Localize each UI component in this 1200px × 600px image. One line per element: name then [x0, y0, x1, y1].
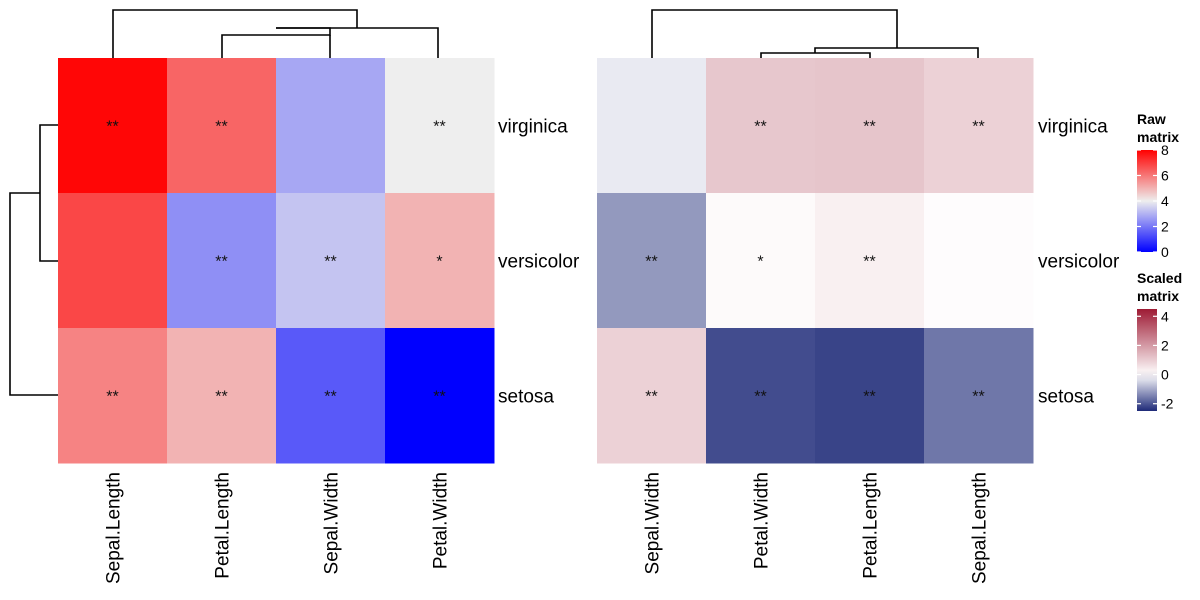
- heatmap-cell-virginica-Petal.Length: [815, 58, 925, 194]
- legend-tick-label: 6: [1161, 168, 1169, 184]
- scaled-heatmap-annotations: ** ** **** * **** ** ** **: [645, 119, 984, 406]
- legend-tick-label: 4: [1161, 193, 1169, 209]
- heatmap-cell-virginica-Sepal.Length: [58, 58, 168, 194]
- significance-label: **: [106, 119, 118, 136]
- legend-tick-label: 2: [1161, 219, 1169, 235]
- raw-heatmap: ** ** **** ** *** ** ** ** virginicaversicolors…: [9, 9, 580, 584]
- heatmap-cell-versicolor-Petal.Length: [815, 193, 925, 329]
- heatmap-cell-setosa-Petal.Width: [385, 328, 495, 464]
- significance-label: **: [106, 389, 118, 406]
- significance-label: **: [215, 389, 227, 406]
- scaled-heatmap-column-labels: Sepal.Width Petal.Width Petal.Length Sepal.…: [643, 472, 991, 584]
- scaled-col-dendro-low: [814, 47, 979, 58]
- heatmap-cell-virginica-Sepal.Width: [276, 58, 386, 194]
- legend-tick-label: 0: [1161, 367, 1169, 383]
- raw-matrix-legend: Raw matrix 8 6 4 2 0: [1137, 111, 1179, 260]
- scaled-matrix-legend: Scaled matrix 4 2 0 -2: [1137, 270, 1182, 412]
- heatmap-cell-virginica-Sepal.Length: [924, 58, 1034, 194]
- raw-col-dendro-low: [276, 27, 439, 58]
- raw-column-dendrogram: [112, 9, 439, 58]
- heatmap-cell-setosa-Petal.Width: [706, 328, 816, 464]
- scaled-legend-colorbar: [1137, 309, 1157, 411]
- heatmap-cell-setosa-Sepal.Width: [597, 328, 707, 464]
- heatmap-cell-virginica-Sepal.Width: [597, 58, 707, 194]
- row-label-setosa: setosa: [498, 387, 554, 408]
- column-label-Petal.Length: Petal.Length: [213, 472, 234, 579]
- heatmap-cell-versicolor-Sepal.Length: [58, 193, 168, 329]
- significance-label: **: [215, 254, 227, 271]
- legend-tick-label: 8: [1161, 142, 1169, 158]
- scaled-legend-title-line2: matrix: [1137, 288, 1179, 304]
- legend-tick-label: 0: [1161, 244, 1169, 260]
- significance-label: **: [972, 389, 984, 406]
- row-label-virginica: virginica: [498, 117, 568, 138]
- scaled-col-dendro-top: [651, 9, 898, 58]
- heatmap-cell-versicolor-Petal.Width: [706, 193, 816, 329]
- legend-tick-label: 4: [1161, 308, 1169, 324]
- significance-label: **: [215, 119, 227, 136]
- heatmap-cell-virginica-Petal.Width: [385, 58, 495, 194]
- raw-legend-title-line2: matrix: [1137, 129, 1179, 145]
- heatmap-cell-versicolor-Sepal.Width: [597, 193, 707, 329]
- scaled-heatmap-row-labels: virginica versicolor setosa: [1038, 117, 1120, 408]
- significance-label: **: [863, 254, 875, 271]
- significance-label: **: [433, 119, 445, 136]
- significance-label: **: [324, 254, 336, 271]
- row-label-versicolor: versicolor: [498, 252, 580, 273]
- scaled-column-dendrogram: [651, 9, 979, 58]
- heatmap-cell-setosa-Petal.Length: [167, 328, 277, 464]
- scaled-heatmap: ** ** **** * **** ** ** ** virginicaversicolors…: [597, 9, 1120, 584]
- raw-col-dendro-top: [112, 9, 358, 58]
- significance-label: **: [645, 389, 657, 406]
- significance-label: **: [863, 389, 875, 406]
- heatmap-cell-setosa-Sepal.Length: [924, 328, 1034, 464]
- significance-label: **: [972, 119, 984, 136]
- raw-legend-ticks: 8 6 4 2 0: [1137, 142, 1169, 260]
- column-label-Sepal.Width: Sepal.Width: [643, 472, 664, 574]
- significance-label: **: [754, 119, 766, 136]
- row-label-setosa: setosa: [1038, 387, 1094, 408]
- raw-legend-colorbar: [1137, 150, 1157, 252]
- raw-heatmap-annotations: ** ** **** ** *** ** ** **: [106, 119, 445, 406]
- row-label-virginica: virginica: [1038, 117, 1108, 138]
- significance-label: *: [757, 254, 763, 271]
- heatmap-cell-virginica-Petal.Width: [706, 58, 816, 194]
- row-label-versicolor: versicolor: [1038, 252, 1120, 273]
- column-label-Petal.Width: Petal.Width: [752, 472, 773, 569]
- heatmap-cell-versicolor-Petal.Length: [167, 193, 277, 329]
- scaled-heatmap-cells: [597, 58, 1034, 464]
- heatmap-cell-setosa-Petal.Length: [815, 328, 925, 464]
- significance-label: **: [433, 389, 445, 406]
- raw-heatmap-row-labels: virginica versicolor setosa: [498, 117, 580, 408]
- column-label-Sepal.Length: Sepal.Length: [970, 472, 991, 584]
- scaled-legend-ticks: 4 2 0 -2: [1137, 308, 1174, 412]
- heatmap-cell-versicolor-Sepal.Length: [924, 193, 1034, 329]
- significance-label: *: [436, 254, 442, 271]
- significance-label: **: [645, 254, 657, 271]
- heatmap-cell-setosa-Sepal.Length: [58, 328, 168, 464]
- raw-col-dendro-mid: [221, 27, 331, 58]
- raw-heatmap-cells: [58, 58, 495, 464]
- raw-row-dendro-inner: [39, 124, 58, 262]
- raw-legend-title-line1: Raw: [1137, 111, 1166, 127]
- significance-label: **: [754, 389, 766, 406]
- raw-row-dendro-outer: [9, 192, 58, 396]
- significance-label: **: [863, 119, 875, 136]
- column-label-Petal.Width: Petal.Width: [431, 472, 452, 569]
- raw-heatmap-column-labels: Sepal.Length Petal.Length Sepal.Width Petal…: [104, 472, 452, 584]
- heatmap-cell-versicolor-Sepal.Width: [276, 193, 386, 329]
- scaled-legend-title-line1: Scaled: [1137, 270, 1182, 286]
- significance-label: **: [324, 389, 336, 406]
- heatmap-cell-virginica-Petal.Length: [167, 58, 277, 194]
- column-label-Petal.Length: Petal.Length: [861, 472, 882, 579]
- column-label-Sepal.Width: Sepal.Width: [322, 472, 343, 574]
- legend-tick-label: -2: [1161, 396, 1174, 412]
- heatmap-cell-setosa-Sepal.Width: [276, 328, 386, 464]
- heatmap-cell-versicolor-Petal.Width: [385, 193, 495, 329]
- raw-row-dendrogram: [9, 124, 58, 396]
- column-label-Sepal.Length: Sepal.Length: [104, 472, 125, 584]
- scaled-col-dendro-mid: [760, 52, 871, 58]
- legend-tick-label: 2: [1161, 337, 1169, 353]
